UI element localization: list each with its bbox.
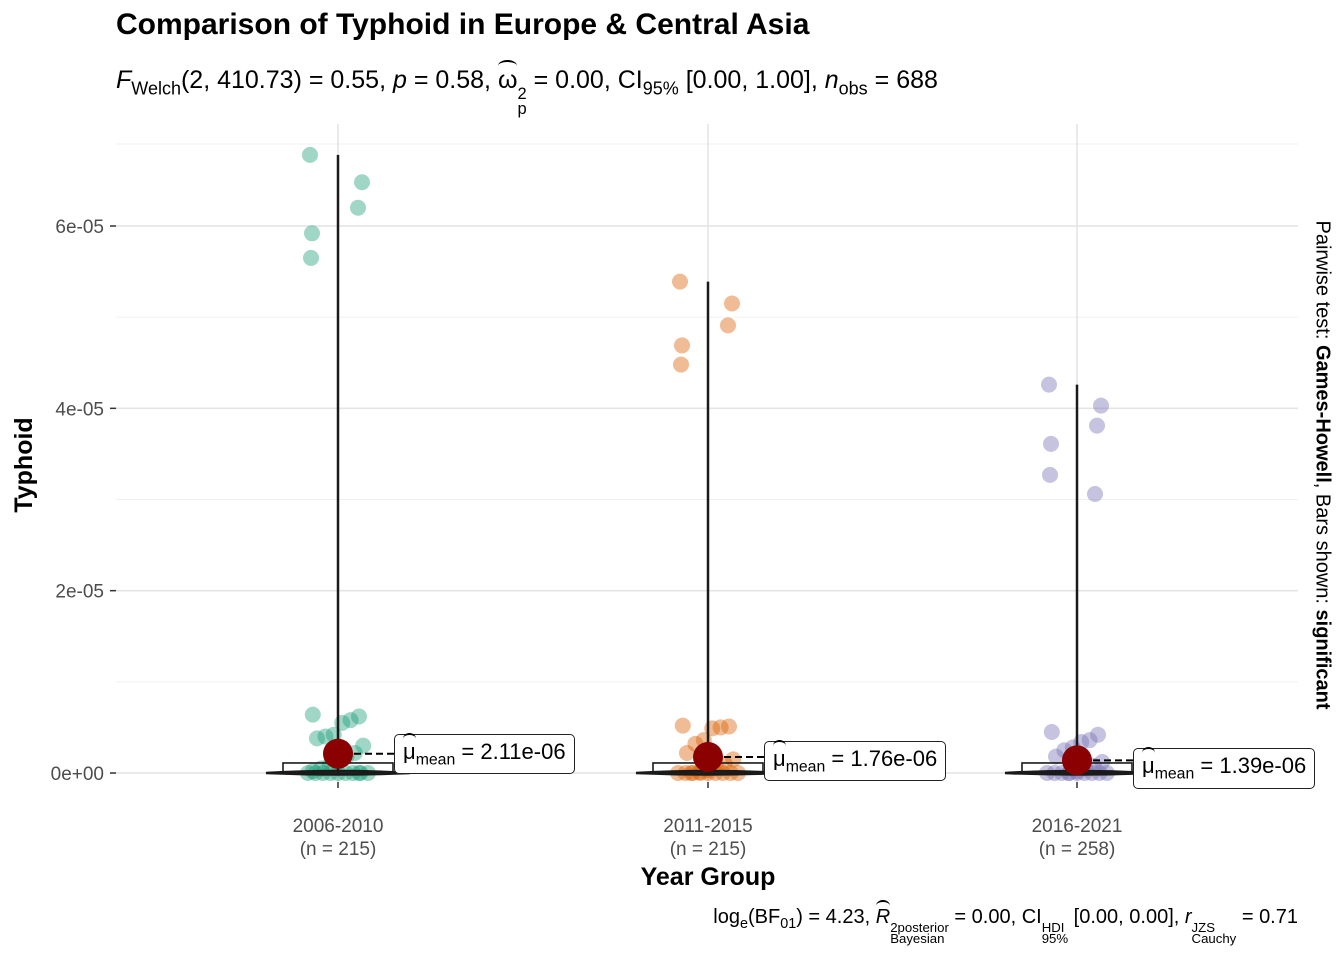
mean-marker	[323, 738, 353, 769]
outlier-point	[720, 317, 736, 334]
outlier-point	[354, 174, 370, 191]
data-point	[351, 708, 367, 725]
data-point	[304, 706, 321, 723]
outlier-point	[1093, 397, 1109, 414]
outlier-point	[724, 295, 740, 312]
x-tick-label: 2016-2021	[1032, 816, 1123, 837]
x-tick-label: 2006-2010	[293, 816, 384, 837]
mean-value: 1.39e-06	[1219, 753, 1307, 779]
x-tick-label: 2011-2015	[663, 816, 752, 837]
outlier-point	[1042, 466, 1058, 483]
mean-label: μmean = 1.76e-06	[764, 739, 947, 782]
outlier-point	[350, 199, 366, 216]
outlier-point	[304, 225, 320, 242]
mean-label: μmean = 2.11e-06	[394, 732, 575, 775]
data-point	[1043, 723, 1060, 740]
mean-marker	[1062, 745, 1092, 776]
y-axis-title: Typhoid	[10, 417, 38, 512]
outlier-point	[673, 356, 689, 373]
x-tick-count-label: (n = 258)	[1039, 839, 1116, 860]
mean-marker	[693, 741, 723, 772]
data-point	[679, 744, 695, 761]
data-point	[712, 719, 729, 736]
y-tick-label: 2e-05	[55, 582, 104, 603]
y-tick-label: 4e-05	[55, 399, 104, 420]
data-point	[1081, 732, 1098, 749]
outlier-point	[1043, 435, 1059, 452]
data-point	[342, 712, 359, 729]
data-point	[1094, 754, 1111, 771]
data-point	[317, 728, 334, 745]
outlier-point	[674, 337, 690, 354]
data-point	[674, 717, 691, 734]
mean-value: 1.76e-06	[850, 745, 938, 771]
outlier-point	[1087, 486, 1103, 503]
chart-caption: loge(BF01) = 4.23, R 2posterior Bayesian =…	[713, 900, 1298, 947]
x-tick-count-label: (n = 215)	[670, 839, 747, 860]
x-axis-title: Year Group	[641, 863, 776, 891]
y-tick-label: 0e+00	[51, 764, 104, 785]
data-point	[1048, 748, 1064, 765]
outlier-point	[1041, 376, 1057, 393]
outlier-point	[672, 273, 688, 290]
mean-value: 2.11e-06	[480, 738, 566, 764]
x-tick-count-label: (n = 215)	[300, 839, 377, 860]
pairwise-test-label: Pairwise test: Games-Howell, Bars shown:…	[1311, 220, 1334, 710]
chart-title: Comparison of Typhoid in Europe & Centra…	[116, 8, 810, 41]
outlier-point	[303, 249, 319, 266]
y-tick-label: 6e-05	[55, 217, 104, 238]
data-point	[721, 718, 737, 735]
data-point	[355, 737, 372, 754]
outlier-point	[302, 146, 318, 163]
data-point	[309, 730, 325, 747]
outlier-point	[1089, 417, 1105, 434]
mean-label: μmean = 1.39e-06	[1133, 747, 1316, 789]
data-point	[1090, 726, 1106, 743]
